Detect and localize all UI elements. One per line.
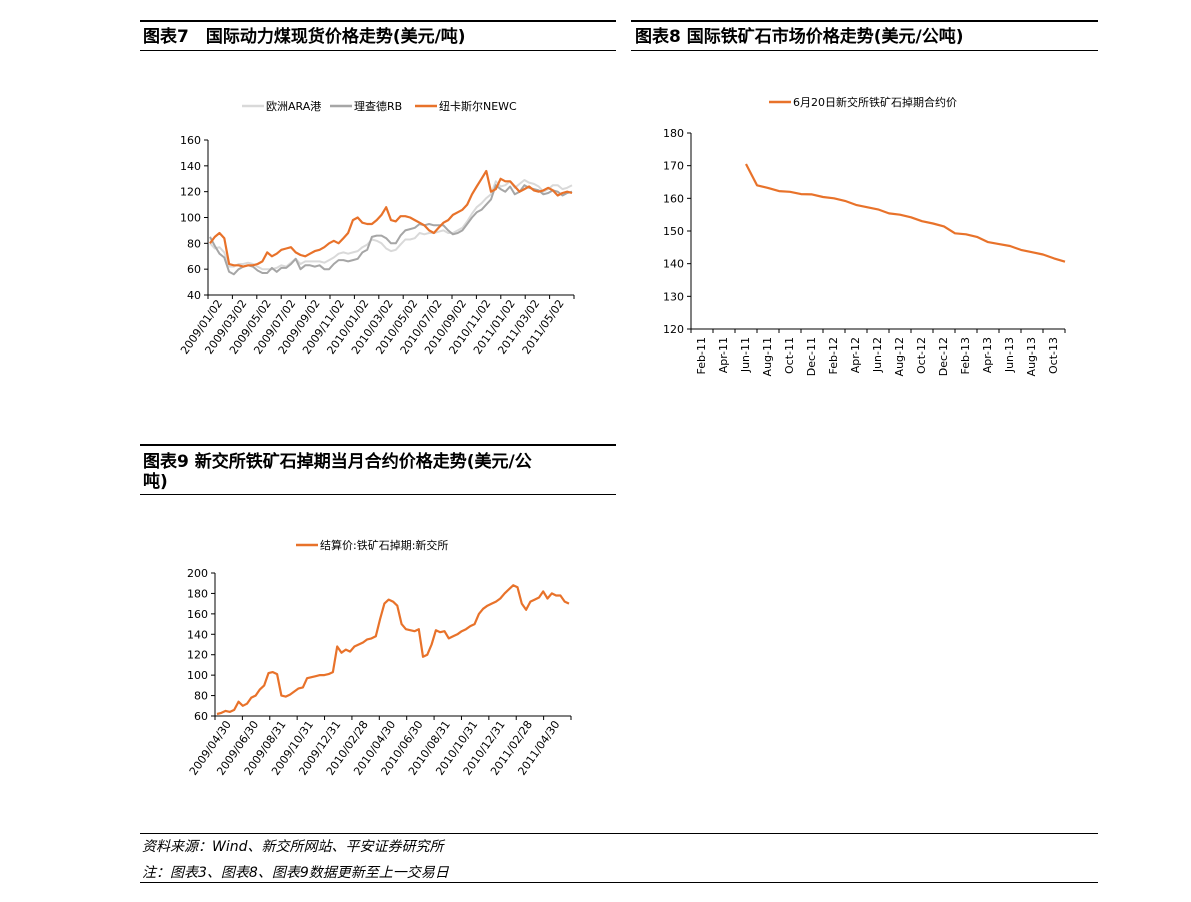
fig8-y-tick-label: 140 — [663, 258, 684, 271]
fig7-y-tick-label: 160 — [180, 134, 201, 147]
fig9-title-line2: 吨) — [143, 472, 168, 492]
fig8-x-tick-label: Aug-11 — [761, 337, 774, 376]
fig7-y-tick-label: 120 — [180, 186, 201, 199]
fig7-series-line-2 — [209, 169, 573, 268]
fig8-x-tick-label: Oct-13 — [1047, 337, 1060, 374]
fig8-legend-label-0: 6月20日新交所铁矿石掉期合约价 — [793, 95, 957, 109]
fig8-y-tick-label: 130 — [663, 290, 684, 303]
fig8-x-tick-label: Feb-11 — [695, 337, 708, 374]
fig8-x-tick-label: Jun-13 — [1003, 337, 1016, 373]
fig9-title-line1: 图表9 新交所铁矿石掉期当月合约价格走势(美元/公 — [143, 452, 532, 472]
fig8-bottom-rule — [631, 50, 1098, 51]
fig8-x-tick-label: Apr-12 — [849, 337, 862, 373]
fig8-y-tick-label: 170 — [663, 160, 684, 173]
fig8-x-tick-label: Dec-11 — [805, 337, 818, 376]
footer-bottom-rule — [140, 882, 1098, 883]
fig8-title: 图表8 国际铁矿石市场价格走势(美元/公吨) — [635, 27, 964, 47]
fig7-legend-label-1: 理查德RB — [354, 99, 402, 113]
fig8-y-tick-label: 180 — [663, 127, 684, 140]
fig7-y-tick-label: 40 — [187, 289, 201, 302]
fig7-y-tick-label: 100 — [180, 212, 201, 225]
fig8-x-tick-label: Aug-13 — [1025, 337, 1038, 376]
fig9-series-line-0 — [216, 584, 570, 716]
fig8-y-tick-label: 120 — [663, 323, 684, 336]
fig7-top-rule — [140, 20, 616, 22]
fig9-chart: 60801001201401601802002009/04/302009/06/… — [187, 538, 572, 778]
fig8-top-rule — [631, 20, 1098, 22]
fig8-series-line-0 — [745, 163, 1066, 263]
fig8-x-tick-label: Oct-11 — [783, 337, 796, 374]
footer-top-rule — [140, 833, 1098, 834]
fig7-legend-label-2: 纽卡斯尔NEWC — [439, 99, 517, 113]
fig9-y-tick-label: 100 — [187, 669, 208, 682]
fig7-y-tick-label: 60 — [187, 263, 201, 276]
fig8-x-tick-label: Jun-12 — [871, 337, 884, 373]
fig9-y-tick-label: 120 — [187, 649, 208, 662]
fig9-y-tick-label: 160 — [187, 608, 208, 621]
fig7-title: 图表7 国际动力煤现货价格走势(美元/吨) — [143, 27, 466, 47]
fig7-y-tick-label: 140 — [180, 160, 201, 173]
fig9-y-tick-label: 60 — [194, 710, 208, 723]
footer-source: 资料来源：Wind、新交所网站、平安证券研究所 — [142, 839, 444, 855]
fig7-legend-label-0: 欧洲ARA港 — [266, 100, 321, 113]
fig7-chart: 4060801001201401602009/01/022009/03/0220… — [178, 99, 575, 357]
fig8-x-tick-label: Dec-12 — [937, 337, 950, 376]
fig8-y-tick-label: 150 — [663, 225, 684, 238]
fig9-bottom-rule — [140, 494, 616, 495]
fig8-x-tick-label: Oct-12 — [915, 337, 928, 374]
fig9-y-tick-label: 180 — [187, 587, 208, 600]
fig9-top-rule — [140, 444, 616, 446]
fig7-bottom-rule — [140, 50, 616, 51]
fig8-x-tick-label: Apr-13 — [981, 337, 994, 373]
fig8-x-tick-label: Jun-11 — [739, 337, 752, 373]
fig8-x-tick-label: Apr-11 — [717, 337, 730, 373]
fig9-y-tick-label: 200 — [187, 567, 208, 580]
fig8-x-tick-label: Aug-12 — [893, 337, 906, 376]
fig8-y-tick-label: 160 — [663, 192, 684, 205]
fig9-legend-label-0: 结算价:铁矿石掉期:新交所 — [320, 538, 448, 552]
fig8-x-tick-label: Feb-13 — [959, 337, 972, 374]
fig9-y-tick-label: 140 — [187, 628, 208, 641]
fig9-y-tick-label: 80 — [194, 690, 208, 703]
fig9-title: 图表9 新交所铁矿石掉期当月合约价格走势(美元/公 吨) — [143, 452, 532, 492]
fig7-y-tick-label: 80 — [187, 237, 201, 250]
footer-note: 注：图表3、图表8、图表9数据更新至上一交易日 — [142, 865, 449, 881]
fig7-series-line-1 — [209, 184, 573, 276]
fig8-x-tick-label: Feb-12 — [827, 337, 840, 374]
fig8-chart: 120 130 140 150 160 170 180 Feb-11 Apr-11 Jun-11 A… — [663, 95, 1066, 376]
